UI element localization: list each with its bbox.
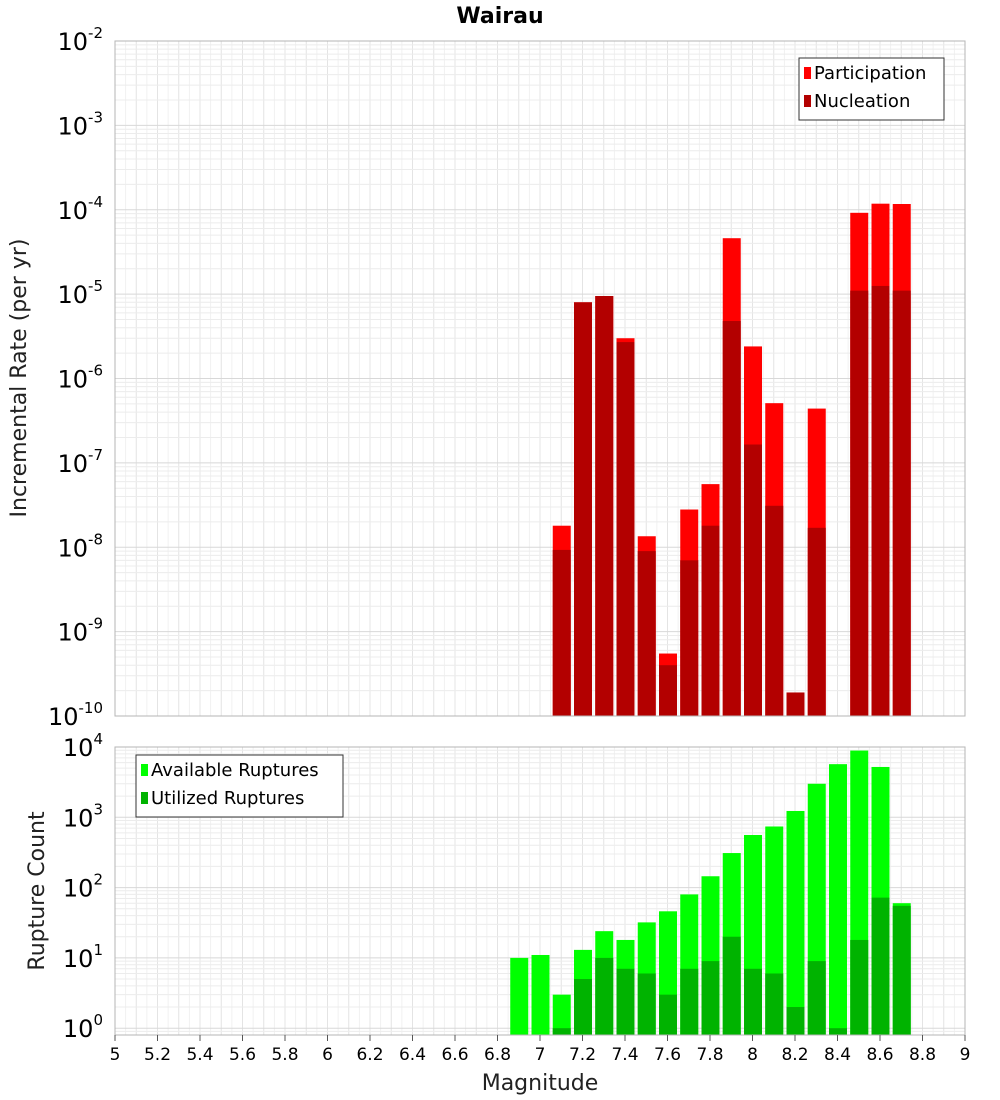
y-tick-label: 10-8 xyxy=(57,530,103,562)
y-tick-label: 10-5 xyxy=(57,277,103,309)
x-tick-label: 5 xyxy=(110,1045,121,1065)
bottom-legend: Available Ruptures Utilized Ruptures xyxy=(135,754,344,818)
top-bar-nucleation xyxy=(786,692,805,716)
legend-swatch xyxy=(141,764,148,776)
top-legend-box xyxy=(798,57,945,121)
bottom-bar-utilized-ruptures xyxy=(850,939,869,1035)
x-tick-label: 7.8 xyxy=(696,1045,723,1065)
top-bar-nucleation xyxy=(850,290,869,716)
x-tick-label: 8.2 xyxy=(781,1045,808,1065)
top-bar-nucleation xyxy=(574,302,592,716)
top-bar-nucleation xyxy=(807,527,826,716)
top-y-axis-label: Incremental Rate (per yr) xyxy=(7,239,32,518)
legend-label: Available Ruptures xyxy=(151,760,319,781)
top-bar-nucleation xyxy=(552,549,571,716)
bottom-bar-utilized-ruptures xyxy=(595,957,614,1035)
top-plot-border xyxy=(114,40,966,717)
bottom-panel: 100 101 102 103 104 Available Ruptures Utilize… xyxy=(63,730,966,1043)
top-bar-nucleation xyxy=(595,296,614,716)
top-bar-nucleation xyxy=(765,505,784,716)
legend-swatch xyxy=(141,792,148,804)
bottom-bar-utilized-ruptures xyxy=(680,968,699,1035)
x-tick-label: 6.8 xyxy=(484,1045,511,1065)
legend-swatch xyxy=(804,95,811,107)
bottom-bar-utilized-ruptures xyxy=(616,968,635,1035)
top-gridlines xyxy=(114,41,966,717)
y-tick-label: 100 xyxy=(63,1011,103,1043)
x-tick-label: 6.2 xyxy=(356,1045,383,1065)
legend-label: Participation xyxy=(814,63,926,84)
y-tick-label: 10-10 xyxy=(48,699,103,731)
bottom-bar-available-ruptures xyxy=(531,954,550,1035)
x-tick-label: 8.8 xyxy=(909,1045,936,1065)
bottom-bar-utilized-ruptures xyxy=(871,897,890,1035)
y-tick-label: 10-9 xyxy=(57,615,103,647)
bottom-bar-utilized-ruptures xyxy=(722,936,741,1035)
chart-title: Wairau xyxy=(456,4,543,29)
bottom-bar-available-ruptures xyxy=(510,957,529,1035)
y-tick-label: 101 xyxy=(63,941,103,973)
x-tick-label: 9 xyxy=(960,1045,971,1065)
bottom-legend-box xyxy=(135,754,344,818)
x-tick-label: 8 xyxy=(747,1045,758,1065)
y-tick-label: 10-4 xyxy=(57,193,103,225)
bottom-bar-utilized-ruptures xyxy=(829,1028,847,1035)
bottom-bar-utilized-ruptures xyxy=(659,994,677,1035)
bottom-bar-utilized-ruptures xyxy=(574,979,592,1035)
top-y-tick-labels: 10-10 10-9 10-8 10-7 10-6 10-5 10-4 10-3 10-2 xyxy=(48,24,103,731)
y-tick-label: 103 xyxy=(63,800,103,832)
bottom-bar-utilized-ruptures xyxy=(637,973,656,1035)
x-tick-label: 7.2 xyxy=(569,1045,596,1065)
x-tick-label: 5.8 xyxy=(271,1045,298,1065)
top-bar-nucleation xyxy=(680,560,699,716)
y-tick-label: 10-3 xyxy=(57,108,103,140)
top-bar-nucleation xyxy=(871,285,890,716)
bottom-bar-utilized-ruptures xyxy=(765,973,784,1035)
bottom-bar-utilized-ruptures xyxy=(892,905,911,1035)
x-tick-label: 6 xyxy=(322,1045,333,1065)
bottom-bar-utilized-ruptures xyxy=(744,968,762,1035)
y-tick-label: 104 xyxy=(63,730,103,762)
x-tick-label: 7 xyxy=(535,1045,546,1065)
x-tick-label: 7.6 xyxy=(654,1045,681,1065)
legend-swatch xyxy=(804,67,811,79)
bottom-bar-utilized-ruptures xyxy=(807,961,826,1035)
top-bar-nucleation xyxy=(701,525,720,716)
top-bar-nucleation xyxy=(616,342,635,716)
x-tick-label: 6.6 xyxy=(441,1045,468,1065)
legend-label: Utilized Ruptures xyxy=(151,788,304,809)
bottom-bar-utilized-ruptures xyxy=(552,1028,571,1035)
bottom-bar-utilized-ruptures xyxy=(701,961,720,1035)
x-tick-label: 8.6 xyxy=(866,1045,893,1065)
x-tick-label: 8.4 xyxy=(824,1045,851,1065)
bottom-y-tick-labels: 100 101 102 103 104 xyxy=(63,730,103,1043)
top-legend: Participation Nucleation xyxy=(798,57,945,121)
x-tick-label: 5.6 xyxy=(229,1045,256,1065)
y-tick-label: 10-6 xyxy=(57,362,103,394)
x-tick-label: 7.4 xyxy=(611,1045,638,1065)
x-axis-ticks: 5 5.2 5.4 5.6 5.8 6 6.2 6.4 6.6 6.8 7 7.2 7.4 7.6 7.8 8… xyxy=(110,1035,971,1065)
top-panel: 10-10 10-9 10-8 10-7 10-6 10-5 10-4 10-3 10-2 Par… xyxy=(48,24,966,731)
top-bar-nucleation xyxy=(637,551,656,716)
legend-label: Nucleation xyxy=(814,91,910,112)
y-tick-label: 10-2 xyxy=(57,24,103,56)
top-bar-nucleation xyxy=(722,321,741,716)
x-tick-label: 6.4 xyxy=(399,1045,426,1065)
bottom-bar-available-ruptures xyxy=(786,810,805,1035)
bottom-series-utilized-ruptures xyxy=(552,897,911,1035)
top-bar-nucleation xyxy=(744,444,762,716)
x-tick-label: 5.4 xyxy=(186,1045,213,1065)
y-tick-label: 10-7 xyxy=(57,446,103,478)
bottom-bar-available-ruptures xyxy=(829,764,847,1035)
x-axis-label: Magnitude xyxy=(482,1071,599,1096)
y-tick-label: 102 xyxy=(63,871,103,903)
top-bar-nucleation xyxy=(659,665,677,716)
top-bar-nucleation xyxy=(892,290,911,716)
bottom-bar-utilized-ruptures xyxy=(786,1007,805,1035)
bottom-y-axis-label: Rupture Count xyxy=(25,811,50,971)
top-series-nucleation xyxy=(552,285,911,716)
x-tick-label: 5.2 xyxy=(144,1045,171,1065)
bottom-bar-available-ruptures xyxy=(552,994,571,1035)
